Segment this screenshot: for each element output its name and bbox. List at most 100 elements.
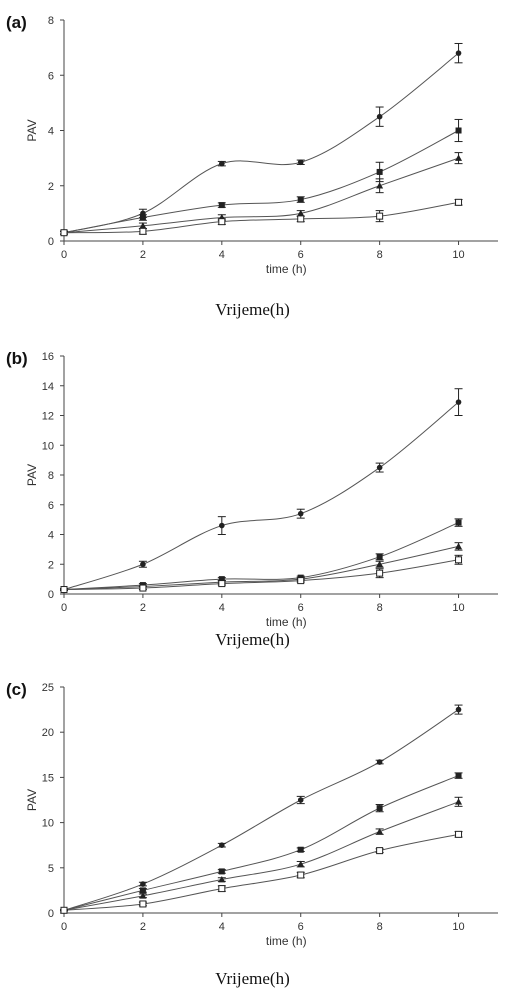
chart-c-series-4-point xyxy=(455,830,463,838)
chart-c-caption: Vrijeme(h) xyxy=(215,969,290,988)
chart-b-series-4-line xyxy=(63,559,459,591)
chart-b-series-1-point xyxy=(219,522,225,529)
chart-b-y-tick-label: 4 xyxy=(48,530,54,542)
chart-a-series-2-point xyxy=(218,202,225,209)
chart-b-series-1-point xyxy=(140,561,146,568)
chart-b-series-4-point xyxy=(376,569,384,577)
chart-b-y-tick-label: 6 xyxy=(48,500,54,512)
chart-c-series-3-point xyxy=(139,892,147,899)
chart-c-y-tick-label: 10 xyxy=(42,818,54,830)
chart-b-x-tick-label: 8 xyxy=(377,602,383,614)
chart-a-series-4-point xyxy=(376,212,384,220)
chart-c-x-tick-label: 0 xyxy=(61,921,67,933)
chart-c-y-tick-label: 25 xyxy=(42,682,54,694)
chart-c-series-1-point xyxy=(140,881,146,887)
chart-b-series-4-point xyxy=(218,580,226,588)
chart-c-x-tick-label: 10 xyxy=(452,921,464,933)
chart-c-series-3-point xyxy=(297,860,305,867)
chart-a-series-3-point xyxy=(376,182,384,189)
chart-a-series-1-point xyxy=(297,159,304,166)
chart-a-y-tick-label: 4 xyxy=(48,126,54,138)
chart-b-series-1-point xyxy=(297,510,304,517)
chart-c-y-tick-label: 20 xyxy=(42,727,54,739)
chart-a-series-4-line xyxy=(63,201,459,234)
chart-b-series-4-point xyxy=(297,577,305,585)
chart-c-x-tick-label: 2 xyxy=(140,921,146,933)
chart-a-series-1-point xyxy=(376,113,383,120)
chart-b-svg: 0 2 4 6 8 10 0 2 4 6 8 10 12 14 16 (b) time (h) PAV xyxy=(6,349,498,629)
chart-c-series-2-point xyxy=(376,805,383,812)
chart-b-series-1-line xyxy=(63,401,459,591)
chart-c-series-1-point xyxy=(297,797,304,803)
chart-b-x-axis-title: time (h) xyxy=(266,615,307,629)
chart-b-series-3-line xyxy=(63,545,459,591)
chart-b-series-3-point xyxy=(376,560,384,568)
chart-c-series-2-line xyxy=(63,775,459,911)
chart-panel-c: 0 2 4 6 8 10 0 5 10 15 20 25 (c) time (h) PAV Vrijeme(… xyxy=(0,663,505,997)
chart-c-series-3-line xyxy=(63,801,459,911)
chart-b-y-tick-label: 16 xyxy=(42,351,54,363)
chart-a-svg: 0 2 4 6 8 10 0 2 4 6 8 (a) time (h) PAV xyxy=(6,13,498,276)
chart-a-y-tick-label: 6 xyxy=(48,70,54,82)
chart-a-series-4-point xyxy=(218,218,226,226)
chart-b-series-1-point xyxy=(455,399,462,405)
chart-panel-a: 0 2 4 6 8 10 0 2 4 6 8 (a) time (h) PAV Vrijeme(h) xyxy=(0,0,505,330)
chart-a-series-2-point xyxy=(139,214,146,221)
chart-a-series-4-point xyxy=(297,215,305,223)
chart-b-y-tick-label: 0 xyxy=(48,589,54,601)
chart-c-series-4-point xyxy=(376,847,384,855)
chart-a-series-3-point xyxy=(139,222,147,229)
chart-c-series-4-point xyxy=(60,906,68,914)
chart-c-series-4-point xyxy=(139,900,147,908)
chart-a-y-tick-label: 2 xyxy=(48,181,54,193)
chart-c-series-3-point xyxy=(376,828,384,835)
chart-c-series-4-point xyxy=(218,885,226,893)
chart-a-series-4-point xyxy=(455,198,463,206)
chart-a-y-axis-title: PAV xyxy=(25,119,39,141)
chart-a-x-tick-label: 4 xyxy=(219,249,225,261)
chart-a-series-1-point xyxy=(455,50,462,56)
chart-a-panel-label: (a) xyxy=(6,13,27,32)
chart-b-y-tick-label: 12 xyxy=(42,411,54,423)
chart-b-y-tick-label: 8 xyxy=(48,470,54,482)
chart-a-series-3-point xyxy=(297,209,305,217)
chart-panel-b: 0 2 4 6 8 10 0 2 4 6 8 10 12 14 16 (b) time (h) PAV Vrije… xyxy=(0,330,505,663)
chart-c-series-2-point xyxy=(297,846,304,853)
chart-c-series-1-point xyxy=(219,842,225,848)
chart-c-series-4-line xyxy=(63,833,459,911)
chart-c-y-axis-title: PAV xyxy=(25,789,39,811)
chart-c-x-tick-label: 8 xyxy=(377,921,383,933)
chart-a-x-tick-label: 8 xyxy=(377,249,383,261)
chart-b-x-tick-label: 4 xyxy=(219,602,225,614)
chart-c-svg: 0 2 4 6 8 10 0 5 10 15 20 25 (c) time (h) PAV xyxy=(6,680,498,948)
chart-a-series-2-line xyxy=(63,130,459,234)
chart-c-y-tick-label: 0 xyxy=(48,908,54,920)
chart-c-series-2-point xyxy=(139,887,146,894)
chart-b-x-tick-label: 6 xyxy=(298,602,304,614)
chart-c-series-2-point xyxy=(218,868,225,875)
chart-c-x-tick-label: 6 xyxy=(298,921,304,933)
chart-c-x-axis-title: time (h) xyxy=(266,934,307,948)
chart-b-y-tick-label: 14 xyxy=(42,381,54,393)
chart-b-series-4-point xyxy=(60,586,68,594)
chart-b-series-2-point xyxy=(376,553,383,560)
chart-a-series-2-point xyxy=(376,168,383,175)
chart-a-x-tick-label: 2 xyxy=(140,249,146,261)
chart-a-x-tick-label: 10 xyxy=(452,249,464,261)
chart-c-series-3-point xyxy=(218,875,226,883)
chart-a-series-4-point xyxy=(139,227,147,235)
chart-a-x-tick-label: 0 xyxy=(61,249,67,261)
chart-b-x-tick-label: 2 xyxy=(140,602,146,614)
chart-b-series-4-point xyxy=(455,556,463,564)
chart-a-y-tick-label: 0 xyxy=(48,236,54,248)
chart-a-series-4-point xyxy=(60,229,68,237)
chart-b-series-2-point xyxy=(455,519,462,526)
chart-a-series-2-point xyxy=(297,196,304,203)
chart-a-x-tick-label: 6 xyxy=(298,249,304,261)
chart-b-series-4-point xyxy=(139,584,147,592)
chart-a-series-3-line xyxy=(63,157,459,234)
chart-c-series-1-line xyxy=(63,709,459,911)
chart-c-x-tick-label: 4 xyxy=(219,921,225,933)
chart-a-y-tick-label: 8 xyxy=(48,15,54,27)
chart-b-series-3-point xyxy=(455,542,463,550)
